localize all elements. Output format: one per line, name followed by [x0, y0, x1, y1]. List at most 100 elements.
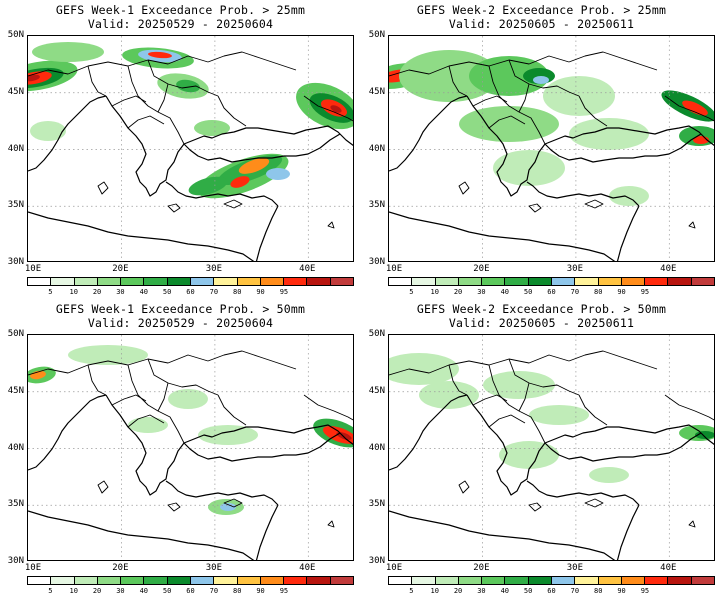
latitude-tick-label: 35N — [7, 200, 24, 211]
country-border — [568, 350, 658, 370]
colorbar-label: 80 — [593, 288, 603, 296]
colorbar — [388, 277, 715, 286]
colorbar-label: 5 — [409, 288, 414, 296]
colorbar-label: 10 — [69, 587, 78, 595]
probability-region — [589, 467, 629, 483]
probability-region — [28, 74, 40, 82]
colorbar-segment — [412, 577, 436, 584]
country-border — [111, 394, 147, 406]
colorbar-segment — [121, 278, 145, 285]
country-border — [578, 95, 608, 127]
coastline — [105, 95, 185, 197]
probability-region — [238, 158, 270, 174]
probability-shading — [389, 50, 714, 206]
panel-week1-25mm: GEFS Week-1 Exceedance Prob. > 25mm Vali… — [0, 0, 361, 299]
country-border — [207, 51, 297, 71]
probability-region — [569, 118, 649, 150]
country-border — [147, 358, 219, 396]
longitude-tick-label: 20E — [473, 563, 490, 573]
colorbar-label: 60 — [186, 288, 195, 296]
colorbar-segment — [144, 278, 168, 285]
colorbar-label: 30 — [477, 288, 486, 296]
colorbar-segment — [389, 278, 413, 285]
colorbar-segment — [167, 577, 191, 584]
colorbar-segment — [691, 577, 714, 584]
map-svg — [28, 36, 353, 261]
longitude-tick-label: 20E — [473, 264, 490, 274]
colorbar-segment — [435, 278, 459, 285]
colorbar-label: 5 — [48, 288, 53, 296]
map-area — [388, 334, 715, 561]
country-border — [87, 65, 107, 97]
latitude-tick-label: 40N — [368, 442, 385, 453]
colorbar-label: 40 — [139, 587, 148, 595]
colorbar-segment — [482, 577, 506, 584]
map-svg — [28, 335, 353, 560]
colorbar-segment — [214, 278, 238, 285]
country-border — [488, 364, 546, 444]
colorbar-label: 20 — [453, 587, 463, 595]
country-border — [147, 59, 219, 97]
colorbar-segment — [435, 577, 459, 584]
probability-region — [266, 168, 290, 180]
latitude-tick-label: 45N — [7, 385, 24, 396]
colorbar-label: 40 — [500, 587, 509, 595]
coastline — [544, 432, 702, 462]
gridlines — [28, 335, 353, 560]
colorbar-label: 90 — [256, 288, 265, 296]
colorbar-segment — [505, 577, 529, 584]
colorbar-segment — [668, 577, 692, 584]
colorbar-label: 95 — [640, 587, 650, 595]
map-area — [27, 35, 354, 262]
colorbar-label: 50 — [523, 288, 533, 296]
island — [528, 502, 542, 512]
panel-valid-dates: Valid: 20250529 - 20250604 — [87, 17, 274, 31]
colorbar-label: 90 — [256, 587, 265, 595]
latitude-tick-label: 50N — [368, 329, 385, 339]
colorbar-segment — [74, 577, 98, 584]
coastline — [183, 133, 341, 163]
colorbar-label: 40 — [500, 288, 509, 296]
probability-region — [499, 441, 559, 469]
probability-region — [493, 150, 565, 186]
probability-region — [188, 176, 228, 196]
colorbar-segment — [144, 577, 168, 584]
colorbar-label: 95 — [279, 288, 289, 296]
coastline — [183, 432, 341, 462]
coastline — [389, 95, 468, 172]
latitude-tick-label: 50N — [368, 30, 385, 40]
coastline — [544, 133, 702, 163]
colorbar-label: 60 — [186, 587, 195, 595]
longitude-tick-label: 30E — [566, 264, 584, 274]
probability-region — [419, 381, 479, 409]
probability-shading — [389, 353, 714, 483]
country-border — [518, 382, 530, 412]
latitude-tick-label: 40N — [7, 442, 24, 453]
country-border — [127, 364, 185, 444]
probability-region — [68, 345, 148, 365]
colorbar-segment — [260, 577, 285, 584]
coastline — [526, 480, 640, 506]
coastline — [28, 95, 107, 172]
colorbar-label: 50 — [523, 587, 533, 595]
longitude-tick-label: 40E — [299, 264, 316, 274]
colorbar-segment — [458, 278, 483, 285]
probability-region — [483, 371, 555, 399]
coastline — [183, 424, 353, 445]
probability-region — [32, 42, 104, 62]
gridlines — [389, 36, 714, 261]
probability-region — [529, 405, 589, 425]
probability-region — [330, 105, 342, 113]
country-border — [488, 65, 546, 145]
colorbar-label: 30 — [116, 288, 125, 296]
colorbar-segment — [575, 278, 599, 285]
country-border — [28, 55, 209, 77]
colorbar-segment — [167, 278, 191, 285]
colorbar-segment — [28, 577, 52, 584]
probability-region — [389, 353, 459, 385]
island — [458, 480, 470, 494]
colorbar-segment — [668, 278, 692, 285]
colorbar-label: 50 — [162, 288, 172, 296]
longitude-tick-label: 10E — [24, 264, 42, 274]
island — [584, 199, 604, 209]
